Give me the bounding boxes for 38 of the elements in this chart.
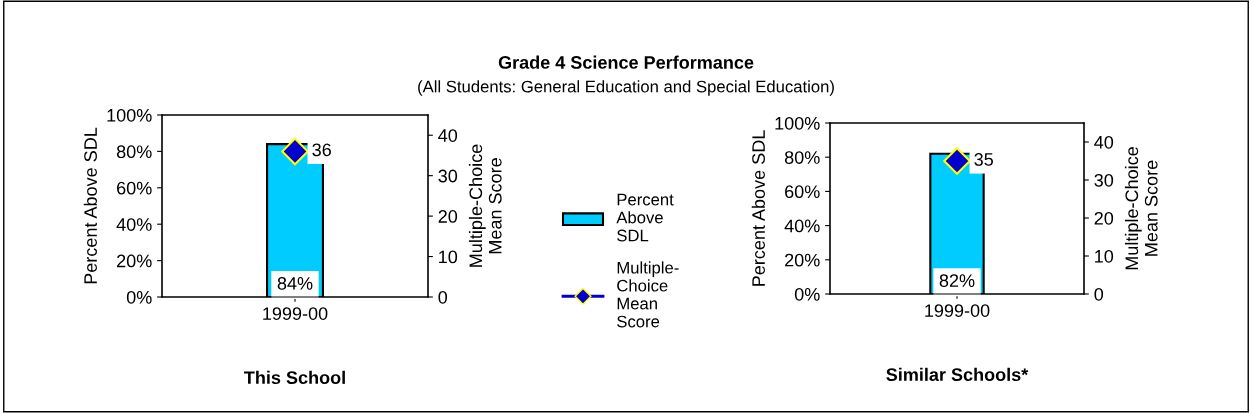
- y-tick-label: 60%: [785, 185, 820, 199]
- y2-tick-label: 40: [438, 129, 458, 142]
- y-tick-label: 100%: [775, 116, 820, 130]
- x-tick-label: 1999-00: [925, 304, 990, 317]
- data-label: 36: [312, 143, 331, 157]
- y-tick-label: 100%: [107, 108, 152, 122]
- y2-tick-label: 0: [438, 290, 448, 304]
- y-tick-label: 0%: [126, 290, 152, 304]
- x-axis-title: This School: [244, 370, 345, 385]
- y-tick-label: 20%: [785, 253, 820, 267]
- data-label: 82%: [939, 274, 975, 288]
- y-axis-title: Percent Above SDL: [83, 127, 97, 284]
- data-label: 35: [974, 153, 993, 166]
- y2-tick-label: 20: [438, 210, 458, 223]
- text: (All Students: General Education and Special Education): [418, 80, 834, 96]
- y-tick-label: 20%: [117, 254, 152, 268]
- y-tick-label: 60%: [117, 181, 152, 195]
- y2-axis-title: Multiple-Choice Mean Score: [1124, 147, 1158, 270]
- text: Grade 4 Science Performance: [498, 55, 754, 69]
- y2-tick-label: 30: [1094, 173, 1114, 187]
- y2-axis-title: Multiple-Choice Mean Score: [468, 144, 502, 267]
- y-tick-label: 0%: [794, 287, 820, 301]
- y2-tick-label: 0: [1094, 287, 1104, 301]
- y2-tick-label: 40: [1094, 135, 1114, 149]
- legend-label: Percent Above SDL: [616, 193, 674, 242]
- data-label: 84%: [277, 277, 313, 290]
- x-axis-title: Similar Schools*: [886, 367, 1029, 382]
- y2-tick-label: 10: [439, 250, 458, 264]
- y-axis-title: Percent Above SDL: [751, 130, 765, 286]
- y2-tick-label: 20: [1094, 211, 1114, 225]
- y2-tick-label: 30: [438, 169, 458, 183]
- y-tick-label: 40%: [784, 219, 820, 233]
- y2-tick-label: 10: [1095, 249, 1114, 263]
- x-tick-label: 1999-00: [263, 307, 328, 320]
- y-tick-label: 80%: [116, 145, 152, 159]
- y-tick-label: 40%: [116, 218, 152, 231]
- legend-label: Multiple-Choice Mean Score: [617, 261, 679, 328]
- y-tick-label: 80%: [784, 151, 820, 164]
